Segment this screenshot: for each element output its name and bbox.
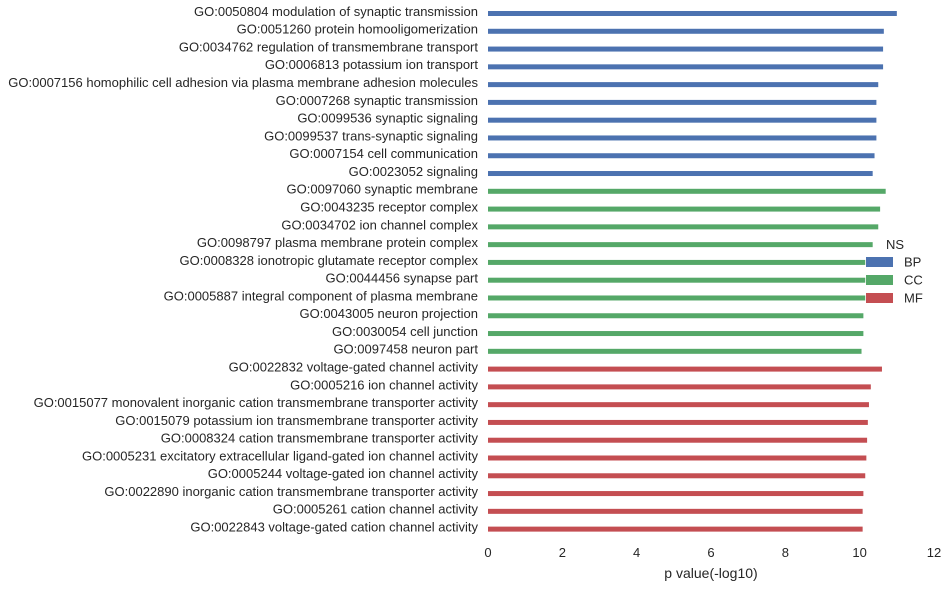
category-label: GO:0044456 synapse part [326,271,479,286]
bar-mf [488,437,868,443]
category-label: GO:0030054 cell junction [332,324,478,339]
bar-bp [488,99,877,105]
legend-title: NS [886,237,904,252]
category-label: GO:0007268 synaptic transmission [276,93,478,108]
category-label: GO:0023052 signaling [349,164,478,179]
bar-bp [488,28,884,34]
x-tick-label: 12 [927,545,941,560]
legend-swatch-cc [866,275,893,285]
bar-bp [488,153,875,159]
bar-bp [488,117,877,123]
bar-mf [488,384,871,390]
bar-cc [488,331,864,337]
bar-mf [488,419,868,425]
x-tick-label: 0 [484,545,491,560]
bar-bp [488,46,884,52]
bar-cc [488,259,866,265]
x-tick-label: 2 [559,545,566,560]
bar-mf [488,473,866,479]
bar-bp [488,82,879,88]
x-tick-label: 6 [707,545,714,560]
bar-mf [488,526,863,532]
bar-cc [488,277,866,283]
category-label: GO:0034702 ion channel complex [281,217,478,232]
category-label: GO:0043005 neuron projection [299,306,478,321]
category-label: GO:0022890 inorganic cation transmembran… [104,484,478,499]
bar-bp [488,171,873,177]
category-label: GO:0097458 neuron part [333,342,478,357]
x-tick-label: 10 [852,545,866,560]
category-label: GO:0050804 modulation of synaptic transm… [194,4,478,19]
bar-cc [488,348,862,354]
bar-cc [488,188,886,194]
category-label: GO:0007154 cell communication [289,146,478,161]
bar-bp [488,135,877,141]
legend-label-mf: MF [904,291,923,306]
bar-bp [488,64,884,70]
bar-cc [488,242,873,248]
category-label: GO:0051260 protein homooligomerization [237,22,478,37]
category-label: GO:0043235 receptor complex [300,199,478,214]
category-label: GO:0098797 plasma membrane protein compl… [197,235,479,250]
legend: NS BP CC MF [866,237,923,306]
category-label: GO:0022832 voltage-gated channel activit… [229,360,479,375]
x-tick-label: 4 [633,545,640,560]
legend-swatch-mf [866,293,893,303]
bar-cc [488,224,879,230]
x-axis: p value(-log10) 0 2 4 6 8 10 12 [484,545,941,581]
bar-mf [488,455,867,461]
category-labels: GO:0050804 modulation of synaptic transm… [8,4,478,535]
category-label: GO:0006813 potassium ion transport [265,57,479,72]
legend-label-bp: BP [904,255,921,270]
category-label: GO:0007156 homophilic cell adhesion via … [8,75,478,90]
bar-bp [488,11,897,16]
category-label: GO:0005261 cation channel activity [273,502,479,517]
category-label: GO:0099537 trans-synaptic signaling [264,128,478,143]
bar-mf [488,366,882,372]
legend-label-cc: CC [904,273,923,288]
category-label: GO:0008328 ionotropic glutamate receptor… [180,253,479,268]
category-label: GO:0008324 cation transmembrane transpor… [161,431,479,446]
x-tick-label: 8 [782,545,789,560]
category-label: GO:0099536 synaptic signaling [297,111,478,126]
bar-cc [488,206,881,212]
category-label: GO:0015079 potassium ion transmembrane t… [115,413,478,428]
category-label: GO:0034762 regulation of transmembrane t… [179,39,479,54]
category-label: GO:0005231 excitatory extracellular liga… [82,448,479,463]
bars [488,11,897,532]
bar-mf [488,402,869,408]
category-label: GO:0005887 integral component of plasma … [164,288,478,303]
x-axis-label: p value(-log10) [664,565,757,581]
bar-cc [488,313,864,319]
legend-swatch-bp [866,257,893,267]
bar-mf [488,508,863,514]
bar-cc [488,295,866,301]
category-label: GO:0005244 voltage-gated ion channel act… [208,466,479,481]
category-label: GO:0015077 monovalent inorganic cation t… [34,395,479,410]
category-label: GO:0022843 voltage-gated cation channel … [190,520,478,535]
category-label: GO:0005216 ion channel activity [290,377,478,392]
category-label: GO:0097060 synaptic membrane [287,182,479,197]
bar-mf [488,491,864,497]
